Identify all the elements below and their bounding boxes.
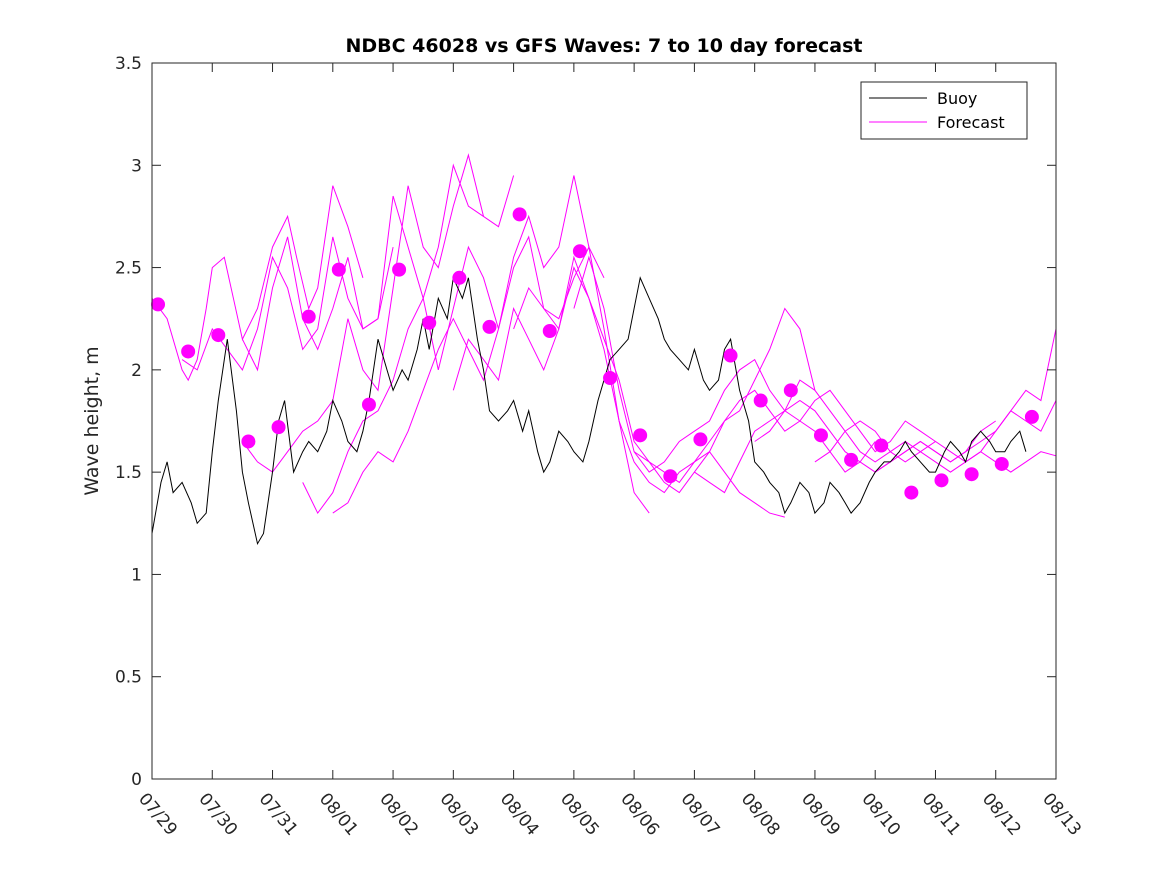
forecast-point xyxy=(603,371,618,386)
y-tick-label: 2.5 xyxy=(115,259,142,279)
chart-title: NDBC 46028 vs GFS Waves: 7 to 10 day for… xyxy=(345,35,862,57)
forecast-point xyxy=(723,348,738,363)
forecast-point xyxy=(844,452,859,467)
forecast-point xyxy=(874,438,889,453)
y-tick-label: 0.5 xyxy=(115,668,142,688)
forecast-point xyxy=(271,420,286,435)
series-layer xyxy=(151,153,1057,546)
forecast-point xyxy=(211,328,226,343)
forecast-point xyxy=(392,262,407,277)
forecast-point xyxy=(422,315,437,330)
axes-box xyxy=(151,62,1057,780)
forecast-point xyxy=(994,456,1009,471)
forecast-point xyxy=(964,467,979,482)
forecast-point xyxy=(482,319,497,334)
forecast-line xyxy=(241,163,484,372)
forecast-point xyxy=(542,323,557,338)
forecast-point xyxy=(663,469,678,484)
forecast-point xyxy=(452,270,467,285)
legend: Buoy Forecast xyxy=(860,81,1028,140)
forecast-line xyxy=(814,328,1057,463)
y-tick-label: 3.5 xyxy=(115,54,142,74)
forecast-point xyxy=(301,309,316,324)
forecast-point xyxy=(934,473,949,488)
forecast-point xyxy=(904,485,919,500)
legend-label-forecast: Forecast xyxy=(937,113,1005,132)
forecast-point xyxy=(633,428,648,443)
forecast-line xyxy=(513,266,816,484)
forecast-point xyxy=(181,344,196,359)
forecast-point xyxy=(693,432,708,447)
y-tick-label: 1 xyxy=(131,565,142,585)
forecast-point xyxy=(783,383,798,398)
y-tick-label: 0 xyxy=(131,770,142,790)
forecast-point xyxy=(1024,409,1039,424)
forecast-line xyxy=(302,175,605,515)
forecast-point xyxy=(331,262,346,277)
forecast-line xyxy=(874,400,1057,473)
forecast-point xyxy=(813,428,828,443)
legend-label-buoy: Buoy xyxy=(937,89,977,108)
forecast-point xyxy=(572,244,587,259)
y-axis: 0 0.5 1 1.5 2 2.5 3 3.5 xyxy=(115,54,1056,790)
forecast-point xyxy=(753,393,768,408)
buoy-line xyxy=(151,276,1027,546)
forecast-point xyxy=(151,297,166,312)
forecast-line xyxy=(452,255,785,518)
y-tick-label: 3 xyxy=(131,156,142,176)
forecast-line xyxy=(573,255,876,473)
forecast-point xyxy=(361,397,376,412)
legend-box xyxy=(860,81,1028,140)
y-tick-label: 1.5 xyxy=(115,463,142,483)
forecast-line xyxy=(332,235,650,514)
y-axis-label: Wave height, m xyxy=(81,346,103,495)
y-tick-label: 2 xyxy=(131,361,142,381)
forecast-line xyxy=(241,153,515,473)
forecast-point xyxy=(512,207,527,222)
forecast-point xyxy=(241,434,256,449)
